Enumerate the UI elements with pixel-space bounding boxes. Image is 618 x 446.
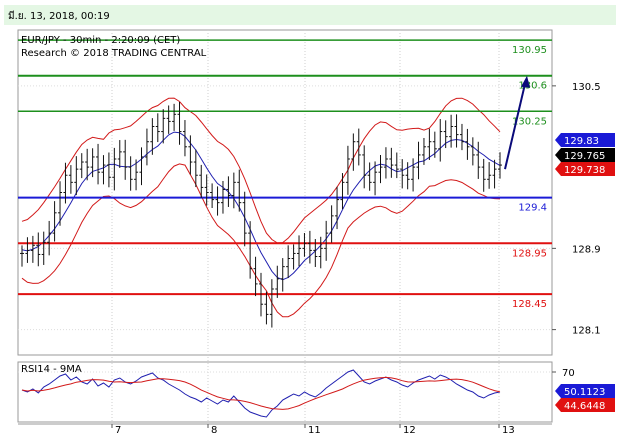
level-label: 128.95 [512,248,547,259]
x-tick-label: 11 [308,425,321,436]
support-resistance-levels: 130.95 130.6 130.25 129.4 128.95 128.45 [18,39,552,310]
level-label: 130.25 [512,116,547,127]
projection-arrowhead [521,75,530,88]
y-tick-label: 128.9 [572,244,601,255]
x-tick-label: 8 [211,425,217,436]
price-tag-bg [555,162,615,176]
top-bar: มี.ย. 13, 2018, 00:19 [0,0,618,26]
level-label: 130.95 [512,45,547,56]
rsi-label: RSI14 - 9MA [21,364,82,375]
y-tick-label: 130.5 [572,82,601,93]
level-label: 129.4 [518,203,547,214]
rsi-indicator [18,369,552,418]
rsi-tag-label: 50.1123 [564,387,605,398]
x-tick-label: 7 [115,425,121,436]
axes-labels: 7 8 11 12 13 130.5 128.9 128.1 70 [111,82,601,436]
rsi-tag-bg [555,398,615,412]
price-tags: 129.83 129.765 129.738 50.1123 44.6448 [555,133,615,412]
main-plot-frame [17,29,553,356]
rsi-ma-line [21,376,501,410]
price-tag-label: 129.738 [564,165,605,176]
projection-arrow [504,75,530,170]
x-tick-label: 12 [403,425,416,436]
chart-title: EUR/JPY - 30min - 2:20:09 (CET) [21,35,180,46]
x-tick-label: 13 [502,425,515,436]
level-label: 128.45 [512,299,547,310]
rsi-tag-bg [555,384,615,398]
rsi-line [21,369,501,418]
moving-average [21,131,501,281]
upper-band [21,97,501,244]
level-label: 130.6 [518,81,547,92]
date-strip [4,5,616,25]
chart-subtitle: Research © 2018 TRADING CENTRAL [21,48,207,59]
timestamp: มี.ย. 13, 2018, 00:19 [8,11,110,22]
price-tag-label: 129.83 [564,136,599,147]
vertical-gridlines [18,30,552,422]
price-tag-bg [555,148,615,162]
y-tick-label: 128.1 [572,326,601,337]
price-tag-bg [555,133,615,147]
rsi-tag-label: 44.6448 [564,401,605,412]
price-tag-label: 129.765 [564,151,605,162]
price-bars [20,101,502,328]
projection-line [504,79,527,170]
rsi-tick-label: 70 [562,368,575,379]
